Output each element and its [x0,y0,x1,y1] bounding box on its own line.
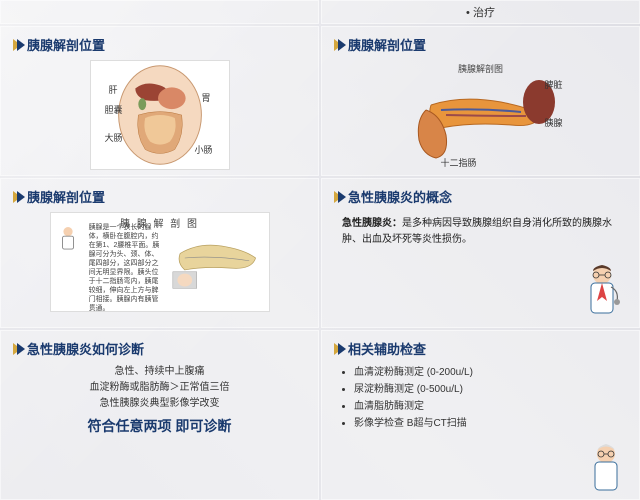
list-item: 血清淀粉酶测定 (0-200u/L) [354,364,627,381]
slide-diagnosis: 急性胰腺炎如何诊断 急性、持续中上腹痛 血淀粉酶或脂肪酶＞正常值三倍 急性胰腺炎… [0,330,319,500]
label-large: 大肠 [105,131,123,144]
slide-title: 相关辅助检查 [348,339,426,358]
pancreas-detail-illustration: 胰 腺 解 剖 图 胰腺是一个狭长的腺体，横卧在腹腔内，约在第1、2腰椎平面。胰… [50,212,270,312]
slide-title: 胰腺解剖位置 [27,35,105,54]
label-spleen: 脾脏 [544,78,562,91]
chevron-icon [13,191,21,203]
pancreas-illustration: 胰腺解剖图 脾脏 胰腺 十二指肠 [391,60,571,175]
top-treatment-slide: • 治疗 [321,0,640,24]
slide-concept: 急性胰腺炎的概念 急性胰腺炎：是多种病因导致胰腺组织自身消化所致的胰腺水肿、出血… [321,178,640,328]
list-item: 尿淀粉酶测定 (0-500u/L) [354,381,627,398]
slide-tests: 相关辅助检查 血清淀粉酶测定 (0-200u/L) 尿淀粉酶测定 (0-500u… [321,330,640,500]
torso-illustration: 肝 胆囊 胃 大肠 小肠 [90,60,230,170]
label-gallbladder: 胆囊 [105,103,123,116]
pancreas-shape-icon [171,223,263,293]
label-stomach: 胃 [201,91,210,104]
slide-title: 胰腺解剖位置 [27,187,105,206]
doctor-illustration [583,441,629,497]
diag-line3: 急性胰腺炎典型影像学改变 [13,396,306,412]
chevron-icon [334,343,342,355]
slide-anatomy-3: 胰腺解剖位置 胰 腺 解 剖 图 胰腺是一个狭长的腺体，横卧在腹腔内，约在第1、… [0,178,319,328]
pancreas-desc: 胰腺是一个狭长的腺体，横卧在腹腔内，约在第1、2腰椎平面。胰腺可分为头、颈、体、… [89,223,161,314]
chevron-icon [334,39,342,51]
tests-list: 血清淀粉酶测定 (0-200u/L) 尿淀粉酶测定 (0-500u/L) 血清脂… [334,364,627,432]
list-item: 血清脂肪酶测定 [354,398,627,415]
chevron-icon [13,343,21,355]
slide-title: 胰腺解剖位置 [348,35,426,54]
list-item: 影像学检查 B超与CT扫描 [354,415,627,432]
label-liver: 肝 [109,83,118,96]
chevron-icon [13,39,21,51]
diag-center: 符合任意两项 即可诊断 [13,416,306,436]
diag-line1: 急性、持续中上腹痛 [13,364,306,380]
treatment-bullet: • 治疗 [466,4,495,20]
chevron-icon [334,191,342,203]
concept-bold: 急性胰腺炎： [342,218,402,229]
diagram-title: 胰 腺 解 剖 图 [120,215,199,230]
empty-top-left [0,0,319,24]
diag-line2: 血淀粉酶或脂肪酶＞正常值三倍 [13,380,306,396]
doctor-illustration [579,261,625,317]
slide-title: 急性胰腺炎的概念 [348,187,452,206]
slide-anatomy-2: 胰腺解剖位置 胰腺解剖图 脾脏 胰腺 十二指肠 [321,26,640,176]
label-small: 小肠 [194,143,212,156]
label-duodenum: 十二指肠 [441,156,477,169]
slide-anatomy-1: 胰腺解剖位置 肝 胆囊 胃 大肠 小肠 [0,26,319,176]
doctor-icon [57,223,79,253]
slide-title: 急性胰腺炎如何诊断 [27,339,144,358]
diagram-title: 胰腺解剖图 [458,62,503,75]
label-pancreas: 胰腺 [544,116,562,129]
